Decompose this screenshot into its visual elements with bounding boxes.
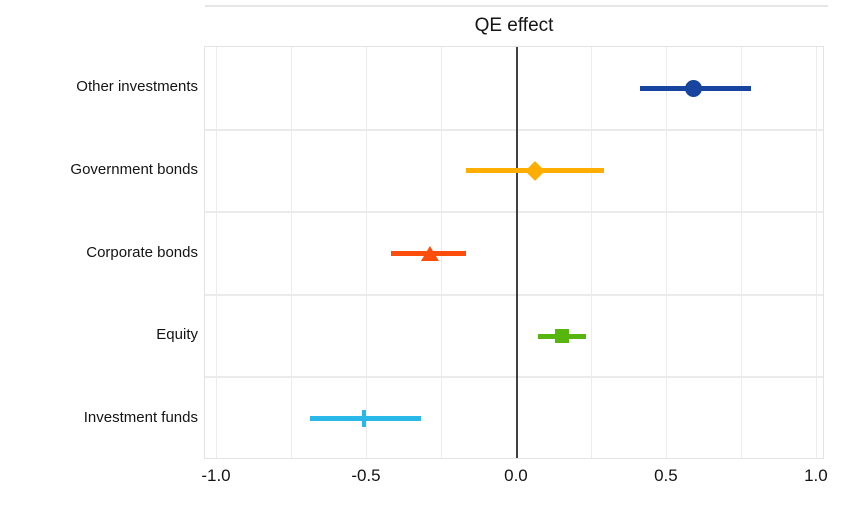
plot-panel bbox=[204, 46, 824, 459]
y-gridline bbox=[205, 211, 823, 214]
marker-square bbox=[554, 329, 569, 344]
category-label: Investment funds bbox=[83, 408, 198, 426]
x-gridline bbox=[366, 47, 368, 458]
x-tick-label: 0.0 bbox=[504, 466, 528, 485]
x-tick-label: -1.0 bbox=[201, 466, 231, 485]
category-label: Corporate bonds bbox=[86, 243, 198, 261]
category-label: Equity bbox=[156, 326, 198, 344]
zero-line bbox=[516, 47, 518, 458]
marker-circle bbox=[685, 79, 703, 97]
x-gridline bbox=[216, 47, 218, 458]
y-gridline bbox=[205, 293, 823, 296]
x-gridline bbox=[291, 47, 293, 458]
x-gridline bbox=[741, 47, 743, 458]
x-gridline bbox=[591, 47, 593, 458]
category-label: Government bonds bbox=[70, 160, 198, 178]
top-divider bbox=[205, 5, 828, 7]
chart-title: QE effect bbox=[474, 15, 554, 36]
y-gridline bbox=[205, 128, 823, 131]
x-tick-label: -0.5 bbox=[351, 466, 381, 485]
marker-diamond bbox=[525, 160, 545, 181]
marker-vline bbox=[361, 410, 366, 428]
category-label: Other investments bbox=[76, 78, 198, 96]
x-gridline bbox=[816, 47, 818, 458]
x-tick-label: 0.5 bbox=[654, 466, 678, 485]
x-gridline bbox=[666, 47, 668, 458]
x-tick-label: 1.0 bbox=[804, 466, 828, 485]
y-gridline bbox=[205, 376, 823, 379]
